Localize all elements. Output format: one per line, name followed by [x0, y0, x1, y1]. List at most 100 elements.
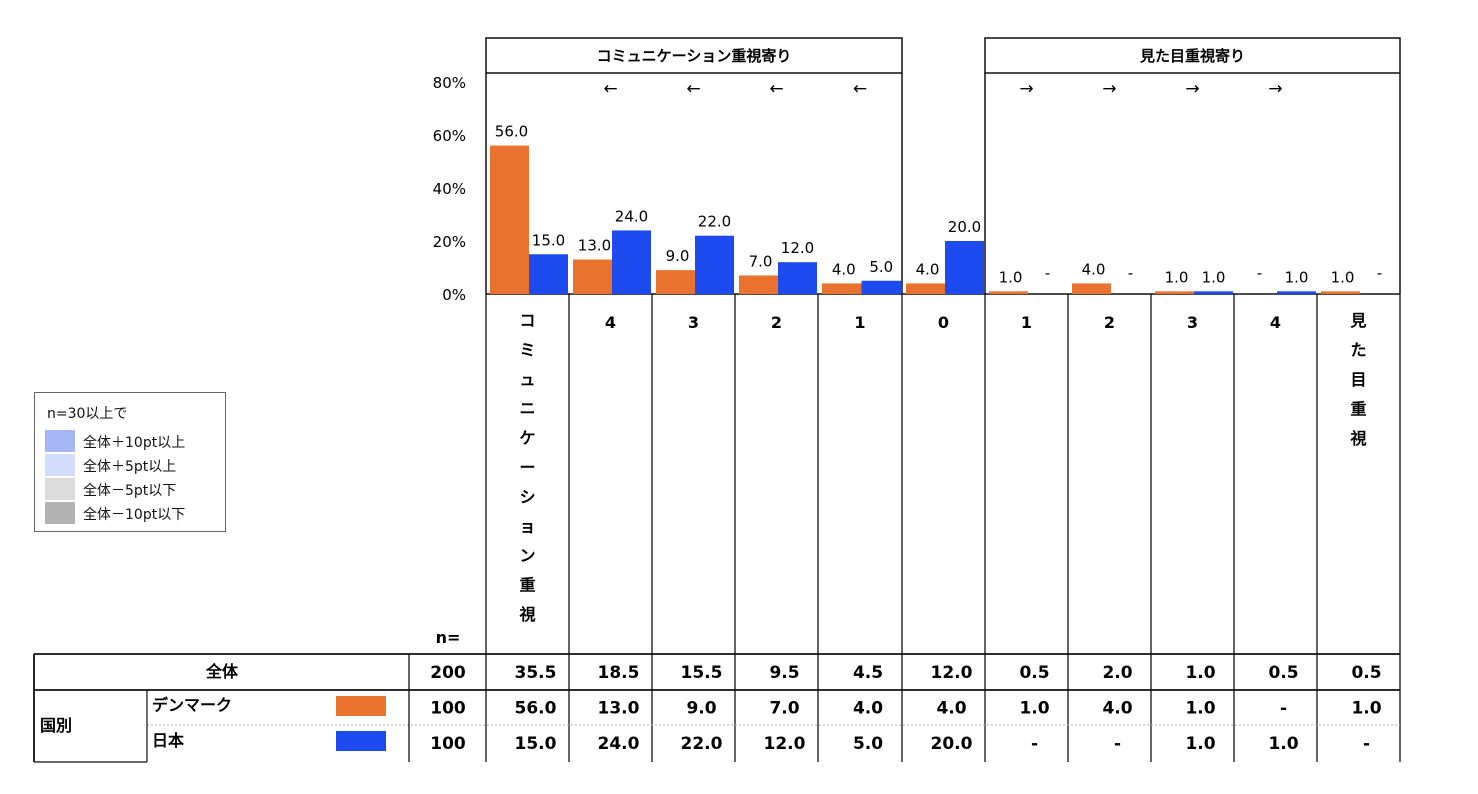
category-label: 4: [605, 313, 616, 332]
table-cell: 2.0: [1102, 663, 1132, 683]
bar-japan: [861, 280, 901, 294]
bar-japan: [1277, 291, 1316, 294]
data-label-japan: 20.0: [948, 218, 981, 236]
bar-japan: [778, 262, 817, 294]
legend-item: 全体－5pt以下: [45, 478, 220, 500]
direction-arrow: →: [1185, 79, 1199, 99]
table-cell: 18.5: [598, 663, 640, 683]
data-label-japan: 15.0: [532, 231, 565, 249]
data-label-denmark: 13.0: [578, 237, 611, 255]
table-cell: 12.0: [764, 734, 806, 754]
table-cell: -: [1114, 734, 1121, 754]
bar-denmark: [1155, 291, 1194, 294]
legend: n=30以上で 全体＋10pt以上 全体＋5pt以上 全体－5pt以下 全体－1…: [34, 392, 226, 532]
category-label-char: ニ: [519, 399, 535, 418]
table-cell: 0.5: [1351, 663, 1381, 683]
category-label-char: た: [1350, 341, 1366, 360]
bar-japan: [695, 235, 734, 294]
row-group-label: 国別: [40, 716, 72, 735]
data-label-denmark: 4.0: [832, 260, 856, 278]
category-label-char: 視: [518, 605, 535, 624]
group-header-box: [485, 37, 903, 74]
data-label-japan: 5.0: [869, 258, 893, 276]
table-cell: 4.0: [853, 699, 883, 719]
table-cell: -: [1363, 734, 1370, 754]
legend-label: 全体＋10pt以上: [83, 435, 186, 451]
direction-arrow: →: [1102, 79, 1116, 99]
data-label-japan: 12.0: [781, 239, 814, 257]
category-label-char: ミ: [519, 340, 535, 359]
table-cell: 15.5: [681, 663, 723, 683]
category-label-char: シ: [519, 487, 535, 506]
table-cell: 0.5: [1268, 663, 1298, 683]
bar-japan: [945, 241, 984, 294]
data-label-japan: -: [1045, 264, 1050, 282]
category-label: 1: [1021, 313, 1032, 332]
category-label: 3: [688, 313, 699, 332]
table-cell: 12.0: [931, 663, 973, 683]
direction-arrow: ←: [686, 79, 700, 99]
category-label-char: ー: [519, 458, 535, 477]
direction-arrow: →: [1019, 79, 1033, 99]
table-cell: 35.5: [515, 663, 557, 683]
data-label-denmark: 1.0: [999, 268, 1023, 286]
table-cell-n: 100: [430, 734, 466, 754]
table-cell: 1.0: [1351, 699, 1381, 719]
category-label: 3: [1187, 313, 1198, 332]
table-cell: 4.5: [853, 663, 883, 683]
category-label-char: ョ: [519, 517, 535, 536]
table-cell: 13.0: [598, 699, 640, 719]
category-label: 2: [771, 313, 782, 332]
bar-denmark: [906, 283, 945, 294]
table-cell: 1.0: [1185, 663, 1215, 683]
table-cell: 1.0: [1268, 734, 1298, 754]
table-cell: 1.0: [1185, 734, 1215, 754]
data-label-japan: 1.0: [1202, 268, 1226, 286]
data-label-japan: -: [1377, 264, 1382, 282]
n-header: n=: [436, 628, 461, 647]
y-tick-label: 20%: [433, 233, 466, 251]
table-cell: 22.0: [681, 734, 723, 754]
table-cell: 9.0: [686, 699, 716, 719]
row-label: 全体: [205, 662, 239, 681]
legend-swatch: [45, 502, 75, 524]
bar-japan: [529, 254, 568, 294]
table-cell: 9.5: [769, 663, 799, 683]
data-label-japan: 1.0: [1285, 268, 1309, 286]
category-label: 1: [854, 313, 865, 332]
direction-arrow: →: [1268, 79, 1282, 99]
legend-item: 全体＋10pt以上: [45, 430, 220, 452]
bar-denmark: [490, 145, 529, 294]
category-label: 2: [1104, 313, 1115, 332]
legend-swatch: [45, 430, 75, 452]
data-label-denmark: 1.0: [1331, 268, 1355, 286]
legend-title: n=30以上で: [47, 406, 128, 422]
bar-japan: [1194, 291, 1233, 294]
bar-japan: [612, 230, 651, 294]
category-label: 0: [938, 313, 949, 332]
table-cell: 5.0: [853, 734, 883, 754]
legend-label: 全体－5pt以下: [83, 483, 177, 499]
table-cell: -: [1280, 699, 1287, 719]
category-label-char: 視: [1349, 429, 1366, 448]
data-label-denmark: 56.0: [495, 123, 528, 141]
legend-label: 全体＋5pt以上: [83, 459, 177, 475]
category-label: 4: [1270, 313, 1281, 332]
data-label-denmark: -: [1257, 264, 1262, 282]
bar-denmark: [656, 270, 695, 294]
table-cell: 4.0: [936, 699, 966, 719]
category-label-char: ケ: [519, 429, 535, 448]
category-label-char: コ: [519, 311, 535, 330]
category-label-char: 重: [1350, 400, 1366, 419]
table-cell: 24.0: [598, 734, 640, 754]
row-color-swatch: [336, 731, 386, 751]
row-label: デンマーク: [152, 696, 232, 715]
direction-arrow: ←: [603, 79, 617, 99]
data-label-japan: 24.0: [615, 207, 648, 225]
category-label-char: ン: [519, 546, 535, 565]
data-label-denmark: 4.0: [1082, 260, 1106, 278]
table-cell: 56.0: [515, 699, 557, 719]
table-cell: -: [1031, 734, 1038, 754]
direction-arrow: ←: [769, 79, 783, 99]
y-tick-label: 80%: [433, 74, 466, 92]
